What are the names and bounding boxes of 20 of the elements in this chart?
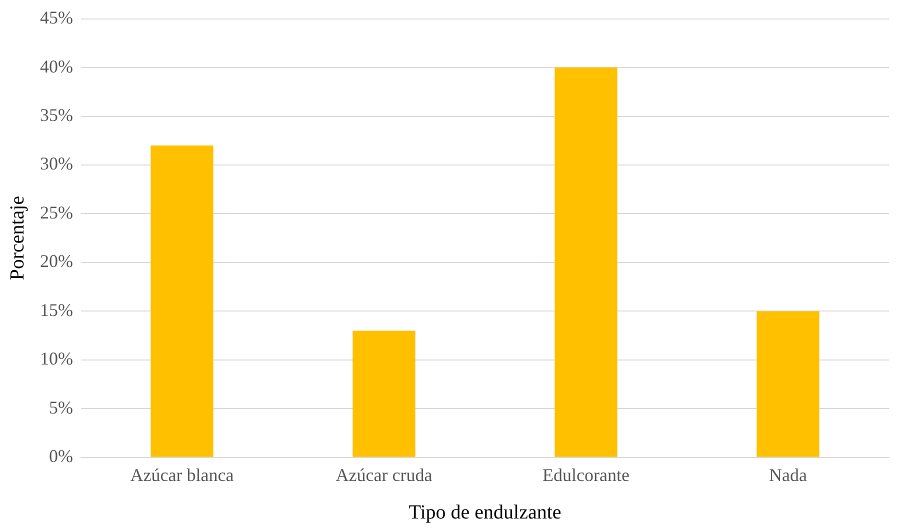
y-tick-label: 45% <box>40 8 73 28</box>
bar <box>150 146 214 457</box>
y-tick-label: 5% <box>48 397 73 418</box>
bar <box>352 330 416 457</box>
x-tick-label: Azúcar blanca <box>130 464 234 485</box>
y-tick-label: 15% <box>40 300 73 320</box>
y-tick-label: 10% <box>40 348 73 369</box>
y-tick-label: 20% <box>40 251 73 272</box>
y-tick-label: 30% <box>40 154 73 174</box>
bar <box>756 311 820 457</box>
y-tick-label: 0% <box>48 446 73 466</box>
y-axis-title: Porcentaje <box>6 196 28 280</box>
y-tick-label: 40% <box>40 56 73 76</box>
x-axis-title: Tipo de endulzante <box>408 501 562 524</box>
y-tick-label: 25% <box>40 202 73 222</box>
x-tick-label: Edulcorante <box>542 464 630 485</box>
bar <box>554 68 618 457</box>
x-tick-label: Nada <box>769 464 807 485</box>
x-tick-label: Azúcar cruda <box>336 464 432 485</box>
y-tick-label: 35% <box>40 105 73 125</box>
